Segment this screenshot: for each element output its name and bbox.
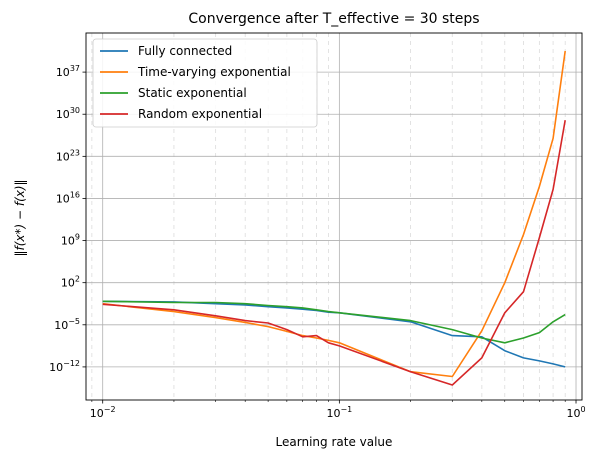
y-tick-label: 109 [61,233,80,248]
legend: Fully connected Time-varying exponential S… [92,38,318,128]
axis-ticks: 10−2 10−1 100 10−12 10−5 102 109 1016 1023 1030 10… [49,64,585,420]
y-tick-label: 1023 [56,148,80,163]
series-line-time-varying-exponential [102,50,566,378]
plot-frame [85,32,583,401]
legend-label: Static exponential [138,86,247,100]
series-line-random-exponential [102,120,566,386]
legend-label: Time-varying exponential [137,65,291,79]
chart-title: Convergence after T_effective = 30 steps [188,11,479,27]
series-lines [102,50,566,386]
legend-label: Fully connected [138,44,232,58]
y-axis-label: ‖f(x*) − f(x)‖ [13,179,27,256]
x-tick-label: 10−2 [90,405,116,420]
y-tick-label: 10−12 [49,359,80,374]
y-axis-label-group: ‖f(x*) − f(x)‖ [13,179,27,256]
y-tick-label: 1037 [56,64,80,79]
series-line-static-exponential [102,300,566,344]
x-axis-label: Learning rate value [276,435,393,449]
y-tick-label: 102 [61,275,80,290]
x-tick-label: 10−1 [326,405,352,420]
y-tick-label: 1030 [56,106,80,121]
y-tick-label: 10−5 [54,317,80,332]
legend-box [92,38,318,128]
legend-label: Random exponential [138,107,262,121]
x-tick-label: 100 [566,405,585,420]
y-tick-label: 1016 [56,190,80,205]
